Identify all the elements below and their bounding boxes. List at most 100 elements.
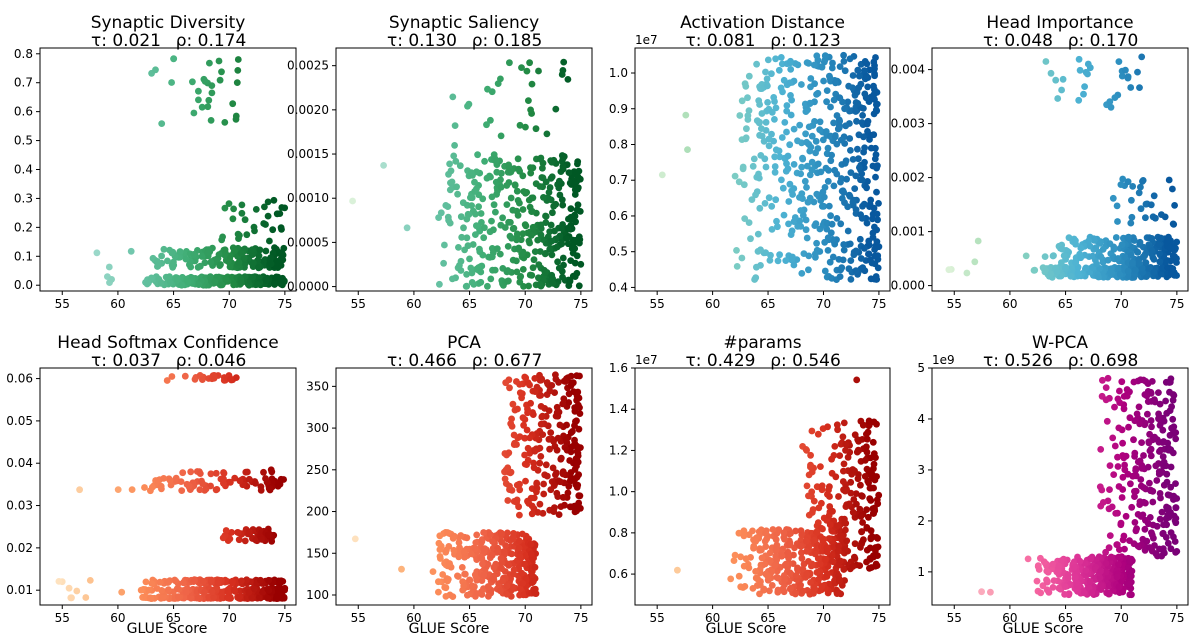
data-point xyxy=(1129,259,1136,267)
data-point xyxy=(236,477,244,485)
data-point xyxy=(261,256,269,263)
data-point xyxy=(1169,265,1177,272)
y-tick-label: 1.4 xyxy=(609,402,628,416)
data-point xyxy=(504,243,512,250)
data-point xyxy=(766,257,774,264)
x-tick-label: 65 xyxy=(1058,297,1073,311)
data-point xyxy=(1123,386,1131,393)
x-tick-label: 65 xyxy=(1058,611,1073,625)
y-tick-label: 0.0015 xyxy=(287,147,329,161)
data-point xyxy=(803,162,811,170)
data-point xyxy=(519,230,527,238)
data-point xyxy=(813,528,821,536)
data-point xyxy=(196,486,204,494)
data-point xyxy=(224,588,232,596)
data-point xyxy=(787,111,795,119)
data-point xyxy=(210,373,218,380)
data-point xyxy=(238,201,246,209)
data-point xyxy=(847,147,854,154)
data-point xyxy=(1162,462,1170,470)
data-point xyxy=(797,207,805,214)
data-point xyxy=(216,76,224,84)
data-point xyxy=(1127,84,1135,91)
data-point xyxy=(194,594,202,602)
data-point xyxy=(1047,69,1055,77)
data-point xyxy=(853,500,860,508)
data-point xyxy=(855,155,862,163)
data-point xyxy=(567,257,575,264)
data-point xyxy=(505,449,513,457)
data-point xyxy=(1147,201,1155,209)
data-point xyxy=(1164,505,1171,513)
data-point xyxy=(1166,244,1174,252)
data-point xyxy=(569,249,577,257)
data-point xyxy=(765,135,773,143)
data-point xyxy=(1137,205,1145,213)
data-point xyxy=(568,379,575,387)
data-point xyxy=(160,475,168,482)
data-point xyxy=(755,174,763,182)
data-point xyxy=(224,594,231,602)
data-point xyxy=(398,565,405,573)
data-point xyxy=(455,553,463,561)
data-point xyxy=(556,478,564,486)
data-point xyxy=(761,560,769,568)
y-tick-label: 200 xyxy=(306,505,329,519)
data-point xyxy=(215,57,223,65)
data-point xyxy=(820,58,828,66)
data-point xyxy=(1099,376,1106,384)
data-point xyxy=(1150,255,1158,263)
data-point xyxy=(752,274,760,282)
data-point xyxy=(477,278,485,286)
y-tick-label: 0.8 xyxy=(609,137,628,151)
data-point xyxy=(1112,234,1120,241)
data-point xyxy=(742,83,750,90)
data-point xyxy=(674,566,681,574)
data-point xyxy=(744,94,751,102)
data-point xyxy=(808,488,816,496)
data-point xyxy=(836,94,843,101)
data-point xyxy=(241,537,249,545)
data-point xyxy=(1172,480,1179,487)
data-point xyxy=(182,255,190,263)
data-point xyxy=(1108,553,1115,561)
data-point xyxy=(1134,249,1142,256)
points xyxy=(945,53,1181,281)
data-point xyxy=(488,551,496,559)
data-point xyxy=(863,506,870,513)
data-point xyxy=(810,537,818,544)
y-tick-label: 0.0 xyxy=(14,278,33,292)
data-point xyxy=(847,276,855,283)
data-point xyxy=(1118,494,1126,501)
data-point xyxy=(822,555,829,563)
data-point xyxy=(1135,189,1143,197)
data-point xyxy=(251,585,258,593)
axis-offset-label: 1e7 xyxy=(635,33,658,47)
data-point xyxy=(859,492,866,500)
data-point xyxy=(682,111,690,119)
data-point xyxy=(1123,392,1131,400)
y-tick-label: 250 xyxy=(306,463,329,477)
data-point xyxy=(1156,400,1164,408)
data-point xyxy=(191,577,198,584)
data-point xyxy=(772,55,779,63)
data-point xyxy=(176,248,184,256)
data-point xyxy=(843,175,850,183)
data-point xyxy=(786,141,794,149)
data-point xyxy=(1113,202,1121,210)
data-point xyxy=(767,251,774,259)
points xyxy=(674,376,883,598)
data-point xyxy=(520,188,528,195)
data-point xyxy=(828,64,836,72)
data-point xyxy=(1047,270,1055,278)
x-tick-label: 70 xyxy=(816,611,831,625)
data-point xyxy=(488,253,496,261)
data-point xyxy=(816,126,824,134)
data-point xyxy=(1169,396,1177,404)
data-point xyxy=(805,123,813,131)
data-point xyxy=(741,215,749,223)
data-point xyxy=(1161,549,1168,557)
plot-frame xyxy=(335,47,593,292)
data-point xyxy=(458,564,466,571)
